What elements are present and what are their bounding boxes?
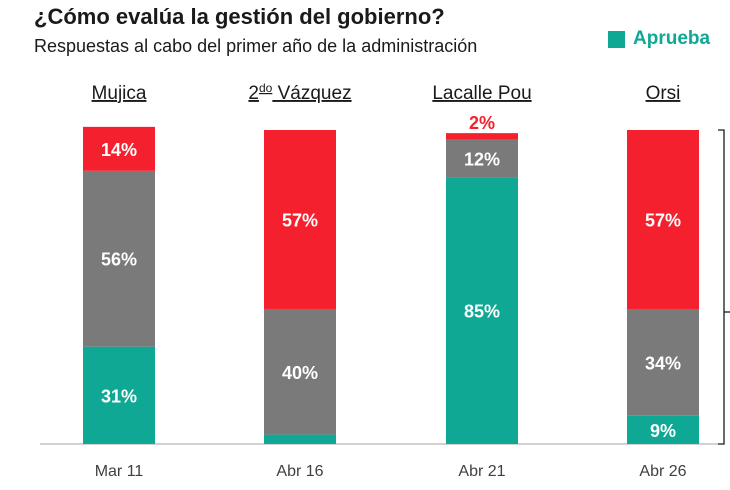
bar-segment <box>627 308 699 416</box>
data-label: 56% <box>101 250 137 270</box>
bracket-line <box>718 129 725 445</box>
chart-subtitle: Respuestas al cabo del primer año de la … <box>34 36 478 56</box>
bar-segment <box>627 415 699 444</box>
data-label: 57% <box>645 210 681 230</box>
group-name-label: Orsi <box>646 83 681 104</box>
bar-segment <box>83 346 155 444</box>
legend: Aprueba <box>608 28 710 50</box>
chart-title: ¿Cómo evalúa la gestión del gobierno? <box>34 4 445 29</box>
bar-segment <box>83 170 155 347</box>
bar-segment <box>446 139 518 178</box>
x-tick-label: Mar 11 <box>95 463 144 480</box>
data-label: 12% <box>464 149 500 169</box>
bar-segment <box>446 177 518 444</box>
x-tick-label: Abr 16 <box>276 463 323 480</box>
data-label: 2% <box>469 113 495 133</box>
group-name-label: Lacalle Pou <box>432 83 531 104</box>
bar-segment <box>264 434 336 444</box>
bar-segment <box>446 133 518 140</box>
data-label: 14% <box>101 140 137 160</box>
bar-segment <box>264 308 336 435</box>
bar-segment <box>627 130 699 309</box>
data-label: 31% <box>101 386 137 406</box>
data-label: 85% <box>464 302 500 322</box>
bar-segment <box>264 130 336 309</box>
bar-segment <box>83 126 155 171</box>
group-name-label: 2do Vázquez <box>248 81 351 104</box>
legend-label-aprueba: Aprueba <box>633 28 711 49</box>
data-label: 40% <box>282 363 318 383</box>
x-tick-label: Abr 26 <box>639 463 686 480</box>
x-tick-label: Abr 21 <box>458 463 505 480</box>
group-name-label: Mujica <box>92 83 147 104</box>
data-label: 34% <box>645 353 681 373</box>
data-label: 57% <box>282 210 318 230</box>
data-label: 9% <box>650 421 676 441</box>
legend-swatch-aprueba <box>608 30 625 48</box>
